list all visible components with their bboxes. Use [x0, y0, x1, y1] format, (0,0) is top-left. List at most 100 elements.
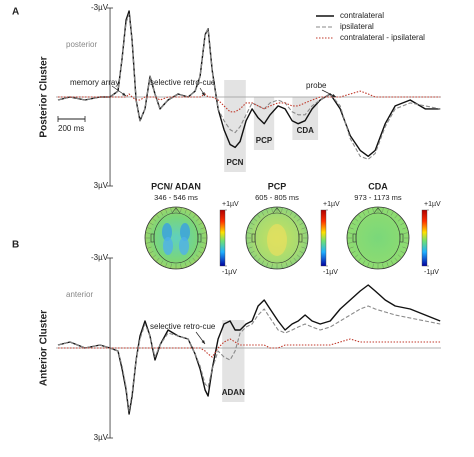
- topomap-hatch: [253, 217, 258, 222]
- annotation: selective retro-cue: [150, 322, 216, 331]
- topomap-hatch: [351, 222, 356, 226]
- topomap-hatch: [192, 257, 197, 262]
- topomap-hatch: [296, 217, 301, 222]
- topomap-hatch: [400, 222, 405, 226]
- topomap-hatch: [155, 214, 160, 219]
- topomap-hatch: [394, 214, 399, 219]
- series-line: [58, 90, 441, 113]
- topomap-hatch: [347, 242, 353, 244]
- topomap-hatch: [293, 257, 298, 262]
- ear: [150, 233, 155, 243]
- topomap-hatch: [351, 250, 356, 254]
- topomap-hatch: [256, 257, 261, 262]
- topomap-hatch: [146, 246, 152, 249]
- topomap-blob: [267, 224, 287, 256]
- topomap-hatch: [247, 246, 253, 249]
- topomap-hatch: [184, 208, 187, 214]
- colorbar: [421, 209, 428, 267]
- topomap-title: CDA: [368, 181, 388, 191]
- topomap-hatch: [160, 260, 164, 265]
- topomap-hatch: [347, 232, 353, 234]
- topomap-title: PCP: [268, 181, 287, 191]
- topomap-hatch: [250, 250, 255, 254]
- topomap-hatch: [256, 214, 261, 219]
- topomap-hatch: [397, 217, 402, 222]
- topomap-hatch: [302, 232, 308, 234]
- panel-label: A: [12, 7, 19, 18]
- topomap-hatch: [348, 246, 354, 249]
- window-label: CDA: [297, 126, 315, 135]
- topomap-hatch: [357, 214, 362, 219]
- topomap-hatch: [266, 208, 269, 214]
- topomap-hatch: [250, 222, 255, 226]
- topomap-hatch: [299, 222, 304, 226]
- topomap-hatch: [155, 257, 160, 262]
- y-tick-label: -3µV: [91, 253, 109, 262]
- topomap-hatch: [246, 232, 252, 234]
- topomap-hatch: [382, 263, 384, 269]
- ear: [197, 233, 202, 243]
- window-label: ADAN: [222, 388, 245, 397]
- topomap-hatch: [281, 207, 283, 213]
- topomap-hatch: [152, 217, 157, 222]
- topomap-hatch: [266, 262, 269, 268]
- topomap-hatch: [296, 254, 301, 259]
- window-label: PCP: [256, 136, 273, 145]
- annotation: memory array: [70, 78, 119, 87]
- topomap-hatch: [289, 260, 293, 265]
- legend-label: ipsilateral: [340, 22, 374, 31]
- topomap-hatch: [188, 211, 192, 216]
- topomap-hatch: [400, 250, 405, 254]
- topomap-window: 973 - 1173 ms: [354, 193, 402, 202]
- region-label: posterior: [66, 40, 97, 49]
- topomap-hatch: [402, 227, 408, 230]
- topomap-hatch: [354, 254, 359, 259]
- series-line: [58, 338, 441, 358]
- topomap-hatch: [253, 254, 258, 259]
- topomap-hatch: [372, 263, 374, 269]
- topomap-hatch: [403, 242, 409, 244]
- topomap-hatch: [200, 227, 206, 230]
- annotation: selective retro-cue: [150, 78, 216, 87]
- colorbar-label: +1µV: [424, 201, 441, 208]
- topomap-hatch: [285, 262, 288, 268]
- series-line: [57, 305, 441, 412]
- topomap-hatch: [180, 263, 182, 269]
- head-nose: [373, 207, 383, 214]
- topomap-hatch: [246, 242, 252, 244]
- topomap-hatch: [195, 254, 200, 259]
- y-tick-label: 3µV: [94, 433, 109, 442]
- colorbar-label: -1µV: [323, 269, 338, 276]
- topomap-hatch: [192, 214, 197, 219]
- topomap-hatch: [302, 242, 308, 244]
- region-label: anterior: [66, 290, 93, 299]
- topomap-hatch: [188, 260, 192, 265]
- ear: [298, 233, 303, 243]
- topomap-hatch: [152, 254, 157, 259]
- topomap-hatch: [200, 246, 206, 249]
- topomap-hatch: [165, 208, 168, 214]
- series-line: [57, 284, 441, 415]
- topomap-hatch: [165, 262, 168, 268]
- topomap-hatch: [362, 260, 366, 265]
- arrow-head: [332, 93, 336, 97]
- topomap-blob: [162, 223, 172, 241]
- colorbar: [219, 209, 226, 267]
- topomap-hatch: [271, 263, 273, 269]
- topomap-blob: [179, 237, 189, 255]
- topomap-hatch: [390, 260, 394, 265]
- topomap-hatch: [357, 257, 362, 262]
- topomap-hatch: [145, 232, 151, 234]
- series-line: [57, 13, 441, 160]
- topomap-hatch: [145, 242, 151, 244]
- y-axis-label: Posterior Cluster: [39, 56, 50, 137]
- topomap-hatch: [394, 257, 399, 262]
- topomap-hatch: [397, 254, 402, 259]
- topomap-hatch: [354, 217, 359, 222]
- time-window: [224, 80, 246, 172]
- y-axis-label: Anterior Cluster: [39, 310, 50, 386]
- topomap-hatch: [170, 263, 172, 269]
- topomap-hatch: [402, 246, 408, 249]
- topomap-hatch: [247, 227, 253, 230]
- topomap-hatch: [301, 227, 307, 230]
